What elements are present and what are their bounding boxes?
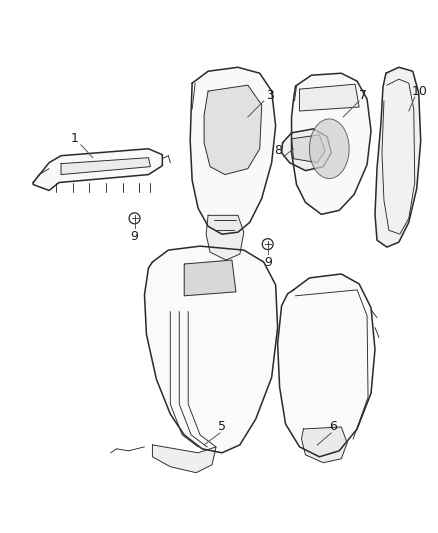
Text: 1: 1 — [71, 132, 79, 146]
Polygon shape — [184, 260, 236, 296]
Polygon shape — [61, 158, 150, 175]
Ellipse shape — [309, 119, 349, 179]
Polygon shape — [292, 73, 371, 214]
Polygon shape — [152, 445, 216, 473]
Polygon shape — [300, 84, 359, 111]
Polygon shape — [282, 129, 331, 171]
Polygon shape — [206, 215, 244, 260]
Text: 9: 9 — [131, 230, 138, 243]
Polygon shape — [33, 149, 162, 190]
Polygon shape — [190, 67, 276, 234]
Text: 6: 6 — [329, 421, 337, 433]
Polygon shape — [301, 427, 347, 463]
Text: 10: 10 — [412, 85, 427, 98]
Polygon shape — [145, 246, 278, 453]
Polygon shape — [278, 274, 375, 457]
Polygon shape — [375, 67, 421, 247]
Polygon shape — [292, 135, 325, 163]
Text: 5: 5 — [218, 421, 226, 433]
Text: 7: 7 — [359, 88, 367, 102]
Text: 9: 9 — [264, 255, 272, 269]
Text: 3: 3 — [266, 88, 274, 102]
Text: 8: 8 — [274, 144, 282, 157]
Polygon shape — [204, 85, 262, 175]
